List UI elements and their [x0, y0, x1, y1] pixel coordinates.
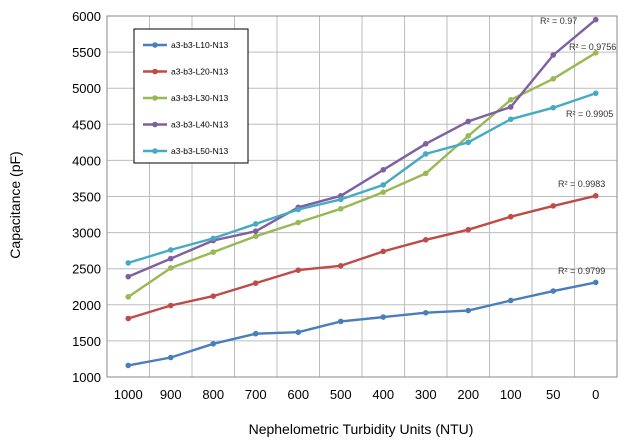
data-point	[465, 133, 471, 139]
data-point	[168, 256, 174, 262]
legend-label: a3-b3-L20-N13	[171, 67, 228, 77]
x-tick-label: 400	[372, 387, 394, 402]
x-tick-label: 600	[287, 387, 309, 402]
data-point	[338, 263, 344, 269]
data-point	[338, 206, 344, 212]
data-point	[295, 220, 301, 226]
data-point	[168, 265, 174, 271]
data-point	[125, 260, 131, 266]
legend-swatch-marker	[152, 42, 158, 48]
legend-swatch-marker	[152, 148, 158, 154]
y-tick-label: 5500	[72, 45, 101, 60]
data-point	[593, 193, 599, 199]
legend-label: a3-b3-L10-N13	[171, 40, 228, 50]
r-squared-label: R² = 0.9905	[566, 109, 613, 119]
data-point	[253, 221, 259, 227]
legend-label: a3-b3-L40-N13	[171, 120, 228, 130]
data-point	[550, 203, 556, 209]
data-point	[550, 76, 556, 82]
data-point	[253, 280, 259, 286]
data-point	[210, 236, 216, 242]
data-point	[380, 249, 386, 255]
x-tick-label: 100	[500, 387, 522, 402]
x-tick-label: 800	[202, 387, 224, 402]
legend: a3-b3-L10-N13 a3-b3-L20-N13 a3-b3-L30-N13 a…	[134, 29, 248, 163]
data-point	[423, 310, 429, 316]
legend-swatch-marker	[152, 69, 158, 75]
data-point	[423, 171, 429, 177]
data-point	[295, 329, 301, 335]
data-point	[550, 52, 556, 58]
data-point	[168, 247, 174, 253]
data-point	[508, 104, 514, 110]
r-squared-label: R² = 0.9983	[558, 179, 605, 189]
data-point	[465, 140, 471, 146]
data-point	[125, 294, 131, 300]
data-point	[508, 214, 514, 220]
data-point	[253, 228, 259, 234]
y-tick-label: 2000	[72, 298, 101, 313]
r-squared-label: R² = 0.97	[540, 16, 577, 26]
data-point	[168, 355, 174, 361]
x-tick-label: 700	[245, 387, 267, 402]
legend-swatch-marker	[152, 95, 158, 101]
legend-swatch-marker	[152, 122, 158, 128]
x-tick-label: 0	[592, 387, 599, 402]
y-tick-label: 3000	[72, 226, 101, 241]
data-point	[210, 293, 216, 299]
y-tick-label: 5000	[72, 81, 101, 96]
y-tick-label: 2500	[72, 262, 101, 277]
data-point	[465, 119, 471, 125]
data-point	[168, 303, 174, 309]
y-axis-title: Capacitance (pF)	[7, 151, 23, 258]
y-tick-label: 3500	[72, 190, 101, 205]
y-tick-label: 4500	[72, 117, 101, 132]
data-point	[380, 167, 386, 173]
r-squared-label: R² = 0.9799	[558, 266, 605, 276]
data-point	[465, 308, 471, 314]
data-point	[125, 274, 131, 280]
data-point	[380, 189, 386, 195]
data-point	[125, 316, 131, 322]
y-tick-label: 1000	[72, 370, 101, 385]
data-point	[253, 331, 259, 337]
data-point	[253, 233, 259, 239]
data-point	[423, 141, 429, 147]
legend-label: a3-b3-L30-N13	[171, 93, 228, 103]
data-point	[338, 197, 344, 203]
r-squared-label: R² = 0.9756	[569, 42, 616, 52]
x-axis-title: Nephelometric Turbidity Units (NTU)	[249, 421, 474, 437]
data-point	[210, 249, 216, 255]
data-point	[338, 319, 344, 325]
x-tick-label: 500	[330, 387, 352, 402]
legend-label: a3-b3-L50-N13	[171, 146, 228, 156]
data-point	[508, 298, 514, 304]
data-point	[380, 182, 386, 188]
data-point	[508, 116, 514, 122]
y-tick-label: 6000	[72, 9, 101, 24]
data-point	[465, 227, 471, 233]
data-point	[295, 267, 301, 273]
data-point	[593, 90, 599, 96]
x-tick-label: 200	[457, 387, 479, 402]
x-tick-label: 900	[160, 387, 182, 402]
y-tick-label: 4000	[72, 153, 101, 168]
x-tick-label: 1000	[114, 387, 143, 402]
x-tick-label: 300	[415, 387, 437, 402]
data-point	[508, 97, 514, 103]
data-point	[125, 363, 131, 369]
data-point	[380, 314, 386, 320]
data-point	[210, 341, 216, 347]
data-point	[593, 17, 599, 23]
data-point	[593, 280, 599, 286]
data-point	[423, 237, 429, 243]
y-tick-label: 1500	[72, 334, 101, 349]
data-point	[550, 288, 556, 294]
x-tick-label: 50	[546, 387, 560, 402]
data-point	[423, 151, 429, 157]
data-point	[550, 105, 556, 111]
data-point	[295, 207, 301, 213]
